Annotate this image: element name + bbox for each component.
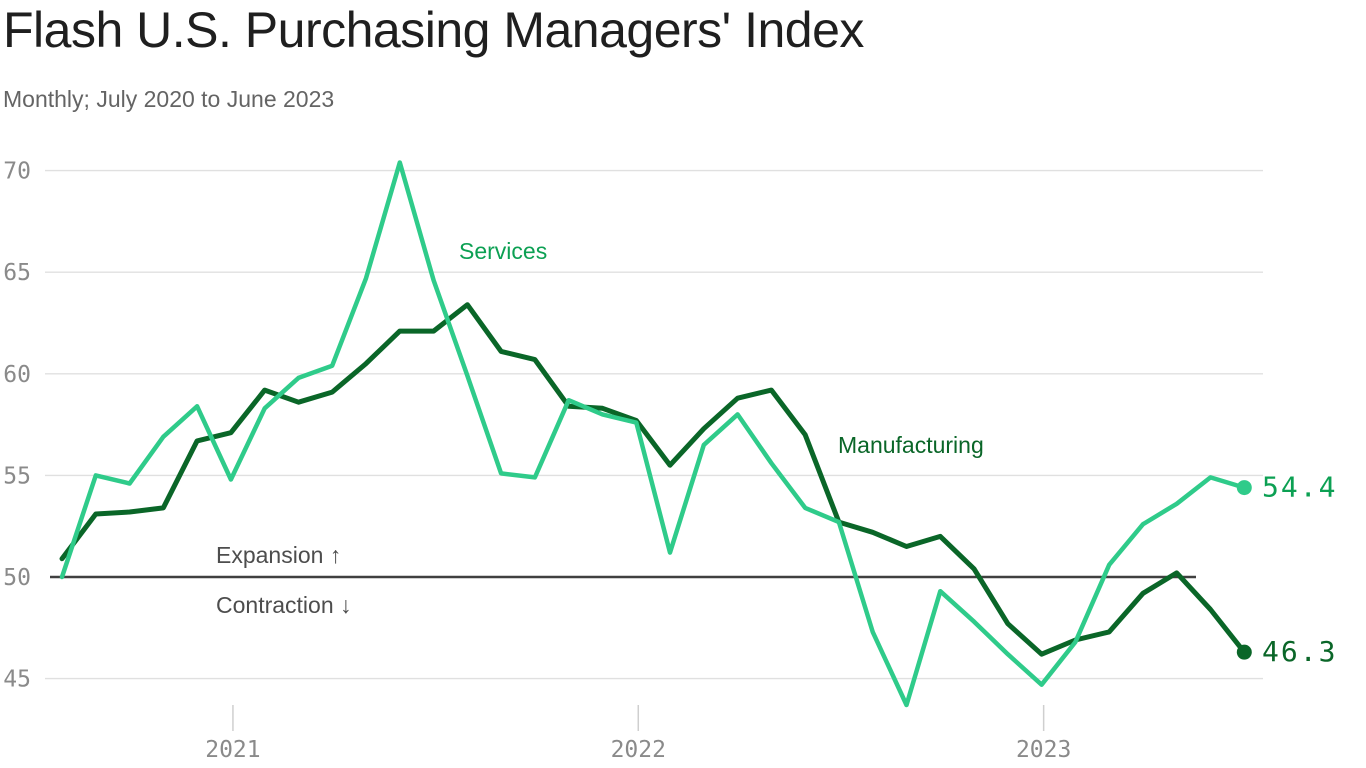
- manufacturing-end-value: 46.3: [1262, 635, 1337, 668]
- contraction-label: Contraction ↓: [216, 592, 352, 618]
- services-end-value: 54.4: [1262, 471, 1337, 504]
- x-axis-label-2023: 2023: [1016, 737, 1071, 763]
- chart-title: Flash U.S. Purchasing Managers' Index: [3, 2, 864, 58]
- y-axis-label-45: 45: [3, 667, 31, 693]
- x-axis-label-2021: 2021: [205, 737, 260, 763]
- services-end-dot: [1236, 480, 1252, 496]
- chart-subtitle: Monthly; July 2020 to June 2023: [3, 86, 335, 112]
- manufacturing-end-dot: [1236, 644, 1252, 660]
- chart-header: Flash U.S. Purchasing Managers' Index Mo…: [3, 2, 1363, 112]
- manufacturing-line: [59, 302, 1247, 657]
- services-line: [59, 160, 1247, 708]
- expansion-label: Expansion ↑: [216, 542, 341, 568]
- y-axis-label-50: 50: [3, 565, 31, 591]
- x-axis-label-2022: 2022: [611, 737, 666, 763]
- y-axis-label-60: 60: [3, 362, 31, 388]
- y-axis-label-55: 55: [3, 463, 31, 489]
- y-axis-label-65: 65: [3, 260, 31, 286]
- manufacturing-series-label: Manufacturing: [838, 432, 984, 458]
- y-axis-label-70: 70: [3, 159, 31, 185]
- services-series-label: Services: [459, 238, 547, 264]
